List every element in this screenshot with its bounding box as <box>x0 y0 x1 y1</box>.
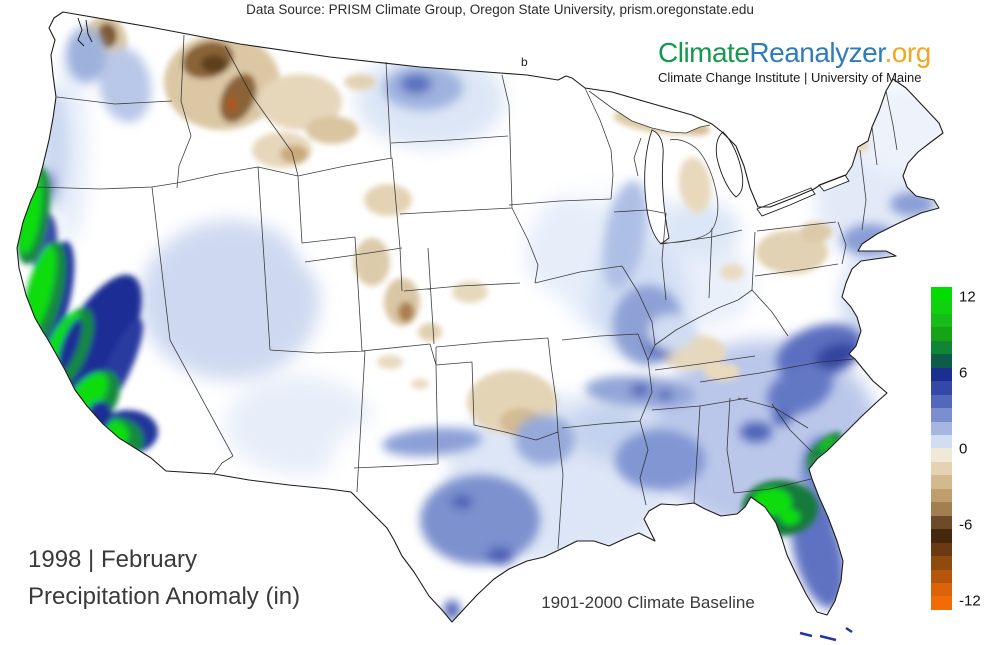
brand-block: ClimateReanalyzer.org Climate Change Ins… <box>658 37 931 86</box>
us-outline <box>16 11 944 623</box>
colorbar-tick-label: 0 <box>959 440 968 458</box>
colorbar-band <box>931 502 952 516</box>
baseline-note: 1901-2000 Climate Baseline <box>541 593 755 612</box>
colorbar-band <box>931 421 952 435</box>
colorbar-band <box>931 340 952 355</box>
colorbar-band <box>931 461 952 476</box>
colorbar-band <box>931 488 952 503</box>
colorbar-tick-label: -6 <box>959 516 973 534</box>
colorbar-band <box>931 408 952 422</box>
colorbar-band <box>931 529 952 543</box>
colorbar-tick-label: 12 <box>959 288 976 306</box>
colorbar-band <box>931 556 952 570</box>
colorbar-band <box>931 300 952 314</box>
map-title-variable: Precipitation Anomaly (in) <box>28 583 301 610</box>
colorbar-band <box>931 475 952 489</box>
logo-word-org: .org <box>884 37 932 68</box>
colorbar-band <box>931 313 952 328</box>
colorbar-band <box>931 542 952 557</box>
colorbar-band <box>931 354 952 368</box>
anomaly-colorbar <box>931 287 952 610</box>
colorbar-tick-label: -12 <box>959 592 981 610</box>
data-source-caption: Data Source: PRISM Climate Group, Oregon… <box>246 2 754 17</box>
colorbar-band <box>931 327 952 341</box>
colorbar-band <box>931 448 952 462</box>
climate-reanalyzer-logo: ClimateReanalyzer.org <box>658 37 931 68</box>
map-title-date: 1998 | February <box>28 546 197 573</box>
colorbar-tick-label: 6 <box>959 364 968 382</box>
brand-subtitle: Climate Change Institute | University of… <box>658 70 922 85</box>
map-title-block: 1998 | February Precipitation Anomaly (i… <box>28 541 300 615</box>
stray-map-label: b <box>521 55 528 69</box>
logo-word-reanalyzer: Reanalyzer <box>749 37 885 68</box>
colorbar-band <box>931 569 952 583</box>
colorbar-band <box>931 434 952 449</box>
colorbar-band <box>931 515 952 530</box>
colorbar-band <box>931 367 952 382</box>
logo-word-climate: Climate <box>658 37 750 68</box>
colorbar-band <box>931 596 952 610</box>
florida-keys <box>799 626 853 642</box>
colorbar-band <box>931 381 952 395</box>
state-borders <box>36 34 898 550</box>
puget-sound-inlets <box>77 17 93 47</box>
colorbar-band <box>931 394 952 409</box>
colorbar-band <box>931 582 952 597</box>
colorbar-band <box>931 287 952 301</box>
